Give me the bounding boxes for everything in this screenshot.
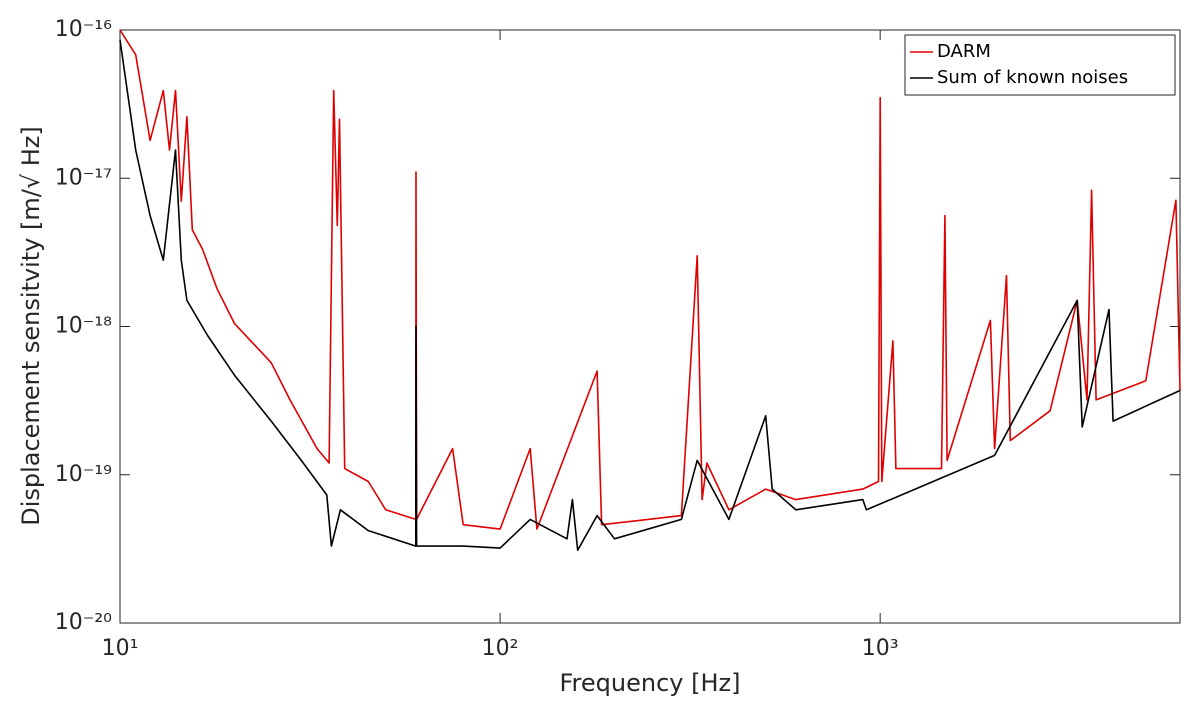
x-axis-title: Frequency [Hz]	[560, 669, 741, 697]
plot-area	[119, 29, 1181, 624]
y-tick-label: 10⁻²⁰	[55, 610, 112, 635]
legend-label: DARM	[937, 41, 991, 62]
y-tick-label: 10⁻¹⁶	[55, 17, 112, 42]
x-tick-label: 10²	[482, 636, 519, 661]
y-axis-title: Displacement sensitvity [m/√ Hz]	[17, 126, 45, 526]
legend-label: Sum of known noises	[937, 67, 1128, 88]
y-tick-label: 10⁻¹⁷	[55, 165, 112, 190]
y-tick-label: 10⁻¹⁹	[55, 462, 112, 487]
legend-box	[904, 34, 1176, 96]
x-tick-label: 10³	[862, 636, 899, 661]
x-tick-label: 10¹	[102, 636, 139, 661]
data-line	[119, 29, 1181, 530]
y-tick-label: 10⁻¹⁸	[55, 314, 112, 339]
data-line	[119, 39, 1181, 551]
